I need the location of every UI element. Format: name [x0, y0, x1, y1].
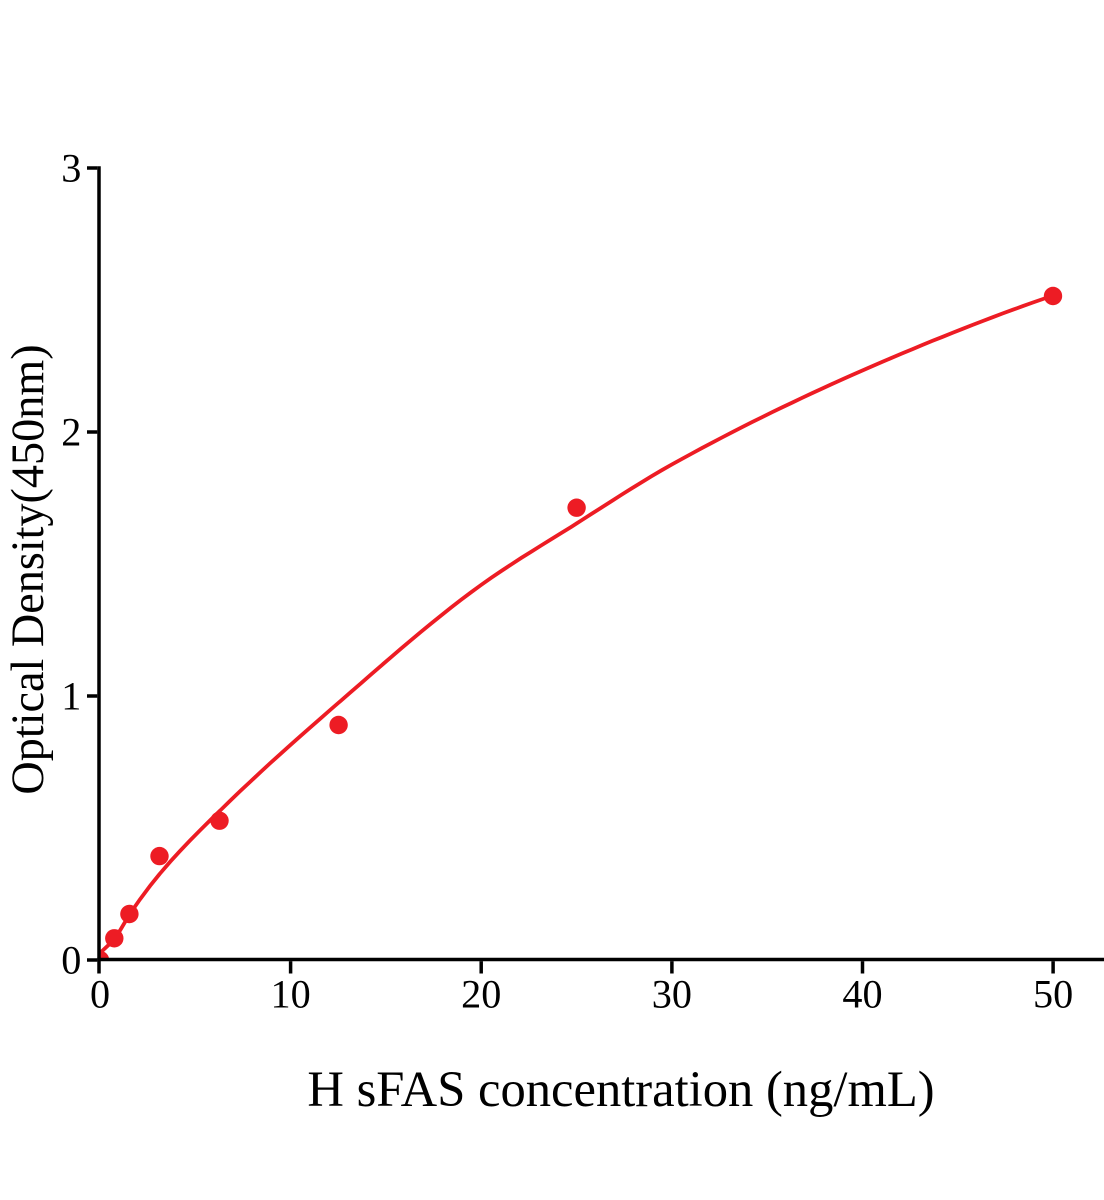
svg-text:20: 20 [461, 972, 501, 1017]
svg-text:50: 50 [1033, 972, 1073, 1017]
svg-text:1: 1 [61, 674, 81, 719]
svg-text:30: 30 [652, 972, 692, 1017]
svg-text:Optical Density(450nm): Optical Density(450nm) [2, 344, 53, 794]
svg-text:0: 0 [90, 972, 110, 1017]
svg-text:3: 3 [61, 146, 81, 191]
svg-text:H sFAS concentration (ng/mL): H sFAS concentration (ng/mL) [307, 1061, 934, 1117]
svg-text:40: 40 [842, 972, 882, 1017]
svg-text:0: 0 [61, 938, 81, 983]
svg-text:10: 10 [271, 972, 311, 1017]
svg-text:2: 2 [61, 410, 81, 455]
